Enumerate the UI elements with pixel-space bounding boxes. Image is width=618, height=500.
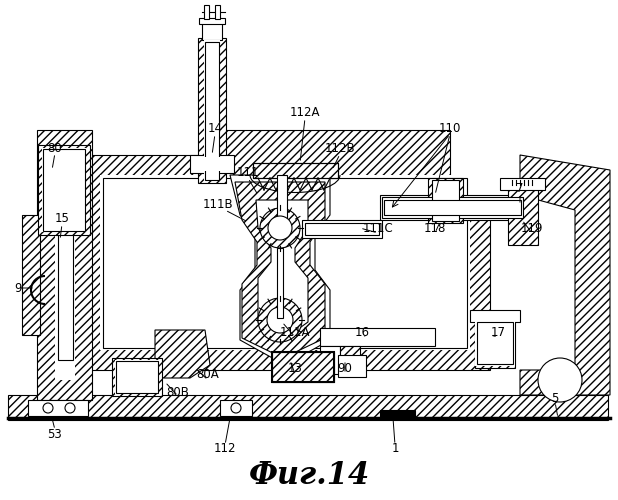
Bar — [384, 200, 521, 215]
Polygon shape — [90, 130, 490, 370]
Bar — [38, 145, 90, 235]
Text: 118: 118 — [424, 222, 446, 234]
Bar — [116, 361, 158, 393]
Text: 80A: 80A — [197, 368, 219, 382]
Text: 15: 15 — [54, 212, 69, 224]
Text: 112B: 112B — [324, 142, 355, 154]
Text: 53: 53 — [48, 428, 62, 442]
Bar — [28, 400, 88, 416]
Bar — [43, 149, 85, 231]
Bar — [475, 318, 515, 368]
Bar — [100, 175, 470, 350]
Polygon shape — [256, 200, 308, 340]
Polygon shape — [520, 155, 610, 395]
Polygon shape — [155, 330, 210, 378]
Text: Фиг.14: Фиг.14 — [248, 460, 370, 490]
Bar — [432, 180, 459, 221]
Bar — [55, 160, 75, 380]
Bar — [380, 410, 415, 418]
Bar — [42, 148, 86, 232]
Bar — [470, 310, 520, 322]
Bar — [202, 22, 222, 40]
Bar — [115, 360, 159, 394]
Bar — [475, 320, 515, 366]
Bar — [477, 322, 513, 364]
Text: 111C: 111C — [363, 222, 394, 234]
Bar — [340, 346, 360, 366]
Circle shape — [260, 208, 300, 248]
Bar — [198, 38, 226, 183]
Bar — [204, 40, 220, 180]
Circle shape — [231, 403, 241, 413]
Bar — [37, 130, 92, 400]
Bar — [277, 175, 287, 225]
Bar — [205, 42, 219, 180]
Polygon shape — [230, 175, 330, 365]
Text: 119: 119 — [521, 222, 543, 234]
Bar — [304, 222, 380, 236]
Text: 17: 17 — [491, 326, 506, 338]
Circle shape — [538, 358, 582, 402]
Bar — [380, 195, 525, 220]
Text: 110: 110 — [439, 122, 461, 134]
Bar — [320, 346, 340, 374]
Bar — [428, 178, 463, 223]
Text: 13: 13 — [287, 362, 302, 374]
Polygon shape — [235, 182, 325, 358]
Bar — [215, 5, 220, 19]
Bar — [58, 180, 73, 360]
Bar — [500, 178, 545, 190]
Circle shape — [43, 403, 53, 413]
Bar — [302, 220, 382, 238]
Bar — [103, 178, 467, 348]
Bar — [199, 18, 225, 24]
Text: 111B: 111B — [203, 198, 234, 211]
Bar — [508, 185, 538, 245]
Bar — [272, 352, 334, 382]
Text: 16: 16 — [355, 326, 370, 338]
Bar — [338, 355, 366, 377]
Bar — [194, 157, 230, 171]
Text: 112: 112 — [214, 442, 236, 454]
Text: 14: 14 — [208, 122, 222, 134]
Circle shape — [267, 307, 293, 333]
Bar — [22, 215, 40, 335]
Text: 111A: 111A — [280, 326, 310, 338]
Bar — [112, 358, 162, 396]
Bar — [320, 328, 435, 346]
Text: 90: 90 — [337, 362, 352, 374]
Bar — [382, 197, 523, 218]
Text: 7: 7 — [516, 182, 523, 194]
Bar — [220, 400, 252, 416]
Bar — [272, 352, 334, 382]
Circle shape — [258, 298, 302, 342]
Text: 9: 9 — [14, 282, 22, 294]
Text: 1: 1 — [391, 442, 399, 454]
Bar — [253, 163, 338, 178]
Bar — [253, 163, 338, 178]
Bar — [432, 180, 459, 221]
Text: 5: 5 — [551, 392, 559, 404]
Bar — [305, 223, 379, 235]
Text: 80: 80 — [48, 142, 62, 154]
Circle shape — [268, 216, 292, 240]
Text: 111: 111 — [237, 166, 259, 178]
Circle shape — [65, 403, 75, 413]
Text: 80B: 80B — [167, 386, 190, 398]
Text: 112A: 112A — [290, 106, 320, 118]
Bar — [8, 395, 608, 420]
Bar — [204, 5, 209, 19]
Bar — [277, 248, 283, 318]
Bar — [190, 155, 234, 173]
